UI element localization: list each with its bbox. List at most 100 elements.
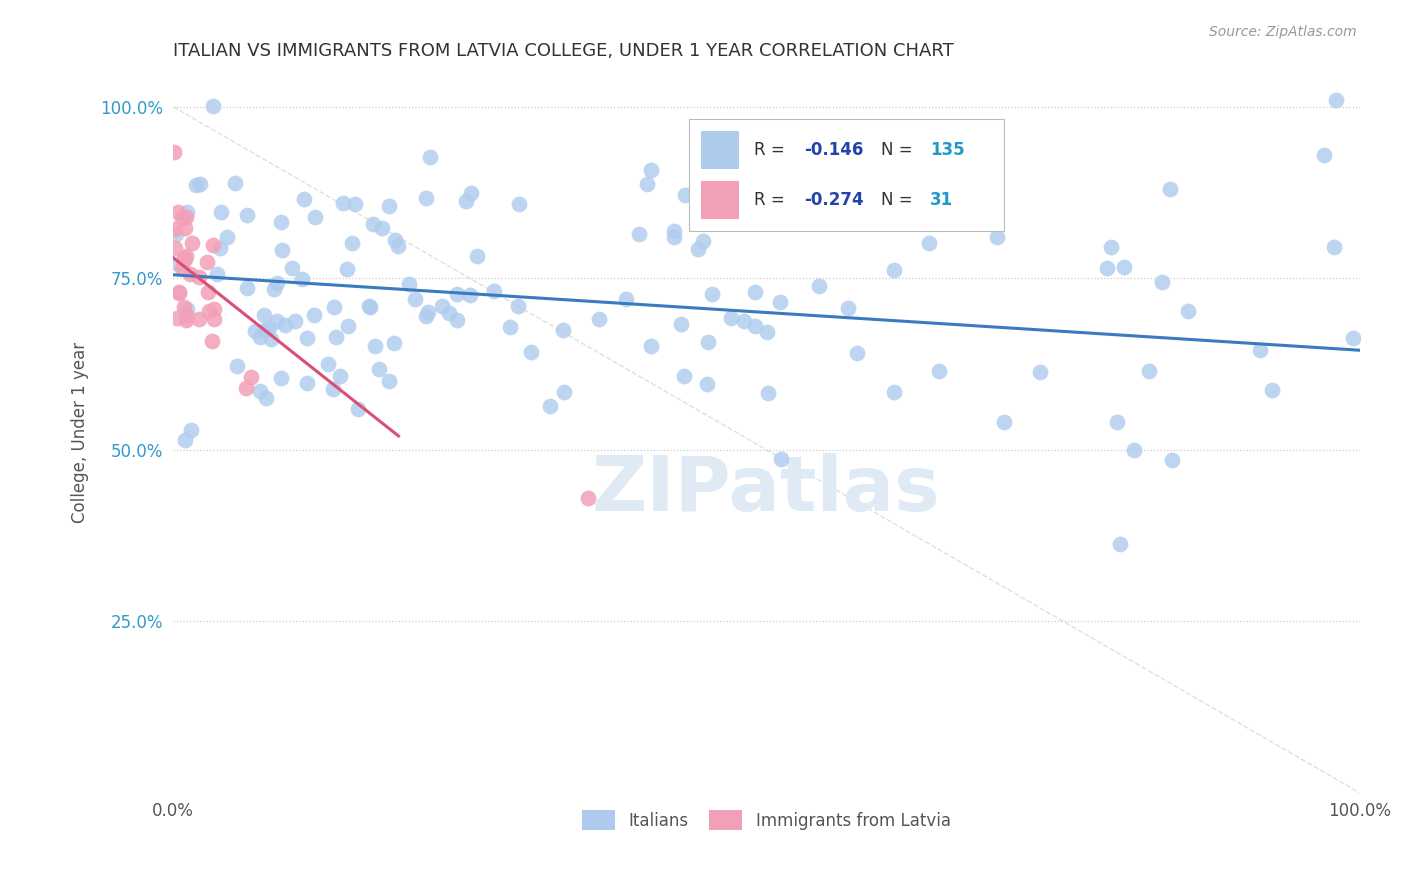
Point: [239, 369, 262, 384]
Point: [371, 220, 394, 235]
Point: [274, 318, 297, 332]
Point: [519, 345, 541, 359]
Point: [225, 359, 247, 373]
Point: [499, 319, 522, 334]
Point: [458, 288, 481, 302]
Point: [696, 334, 718, 349]
Point: [553, 322, 575, 336]
Text: -0.274: -0.274: [804, 191, 863, 210]
Point: [281, 261, 304, 276]
Bar: [702, 181, 740, 219]
Point: [845, 345, 868, 359]
Point: [640, 338, 662, 352]
Point: [163, 241, 186, 255]
Point: [249, 384, 271, 398]
Bar: [702, 131, 740, 169]
Point: [430, 299, 453, 313]
Point: [302, 308, 325, 322]
Point: [295, 331, 318, 345]
Point: [1260, 383, 1282, 397]
Point: [755, 325, 778, 339]
Point: [1177, 304, 1199, 318]
Point: [173, 433, 195, 447]
Point: [361, 217, 384, 231]
Point: [291, 271, 314, 285]
Point: [173, 300, 195, 314]
Point: [235, 381, 257, 395]
Point: [482, 284, 505, 298]
Point: [201, 99, 224, 113]
Point: [662, 230, 685, 244]
Point: [415, 191, 437, 205]
Point: [173, 251, 195, 265]
Point: [195, 255, 218, 269]
Point: [636, 177, 658, 191]
Point: [176, 302, 198, 317]
Point: [346, 402, 368, 417]
Point: [446, 313, 468, 327]
Point: [260, 332, 283, 346]
Point: [460, 186, 482, 201]
Point: [883, 263, 905, 277]
Point: [179, 267, 201, 281]
Point: [180, 235, 202, 250]
Text: -0.146: -0.146: [804, 141, 863, 159]
Point: [769, 295, 792, 310]
Text: ZIPatlas: ZIPatlas: [592, 453, 941, 527]
Point: [465, 249, 488, 263]
Point: [1324, 93, 1347, 107]
Text: 31: 31: [929, 191, 953, 210]
Point: [344, 197, 367, 211]
Point: [1159, 182, 1181, 196]
Point: [167, 285, 190, 300]
Point: [364, 339, 387, 353]
Point: [323, 300, 346, 314]
Point: [202, 312, 225, 326]
Point: [928, 364, 950, 378]
Point: [1137, 364, 1160, 378]
Point: [322, 383, 344, 397]
Point: [197, 285, 219, 299]
Point: [188, 178, 211, 192]
Point: [770, 452, 793, 467]
Point: [1161, 452, 1184, 467]
Point: [673, 369, 696, 384]
Point: [720, 311, 742, 326]
Point: [266, 314, 288, 328]
Legend: Italians, Immigrants from Latvia: Italians, Immigrants from Latvia: [576, 805, 956, 835]
Point: [253, 323, 276, 337]
Point: [1313, 147, 1336, 161]
Point: [201, 334, 224, 348]
Point: [692, 235, 714, 249]
Point: [257, 320, 280, 334]
Point: [508, 197, 530, 211]
Point: [387, 239, 409, 253]
Point: [378, 199, 401, 213]
Point: [808, 278, 831, 293]
Point: [669, 317, 692, 331]
Point: [367, 362, 389, 376]
Point: [270, 215, 292, 229]
Point: [172, 260, 194, 275]
Point: [176, 204, 198, 219]
Text: R =: R =: [755, 191, 790, 210]
Point: [166, 227, 188, 241]
Point: [165, 221, 187, 235]
Text: Source: ZipAtlas.com: Source: ZipAtlas.com: [1209, 25, 1357, 39]
Point: [1249, 343, 1271, 357]
Point: [263, 282, 285, 296]
Point: [236, 281, 259, 295]
Point: [437, 306, 460, 320]
Point: [446, 287, 468, 301]
Text: N =: N =: [882, 191, 918, 210]
Point: [359, 300, 381, 314]
Point: [627, 227, 650, 242]
Point: [398, 277, 420, 291]
Point: [744, 318, 766, 333]
Point: [419, 151, 441, 165]
Point: [332, 195, 354, 210]
Point: [702, 286, 724, 301]
Point: [756, 386, 779, 401]
Point: [202, 238, 225, 252]
Point: [576, 491, 599, 505]
